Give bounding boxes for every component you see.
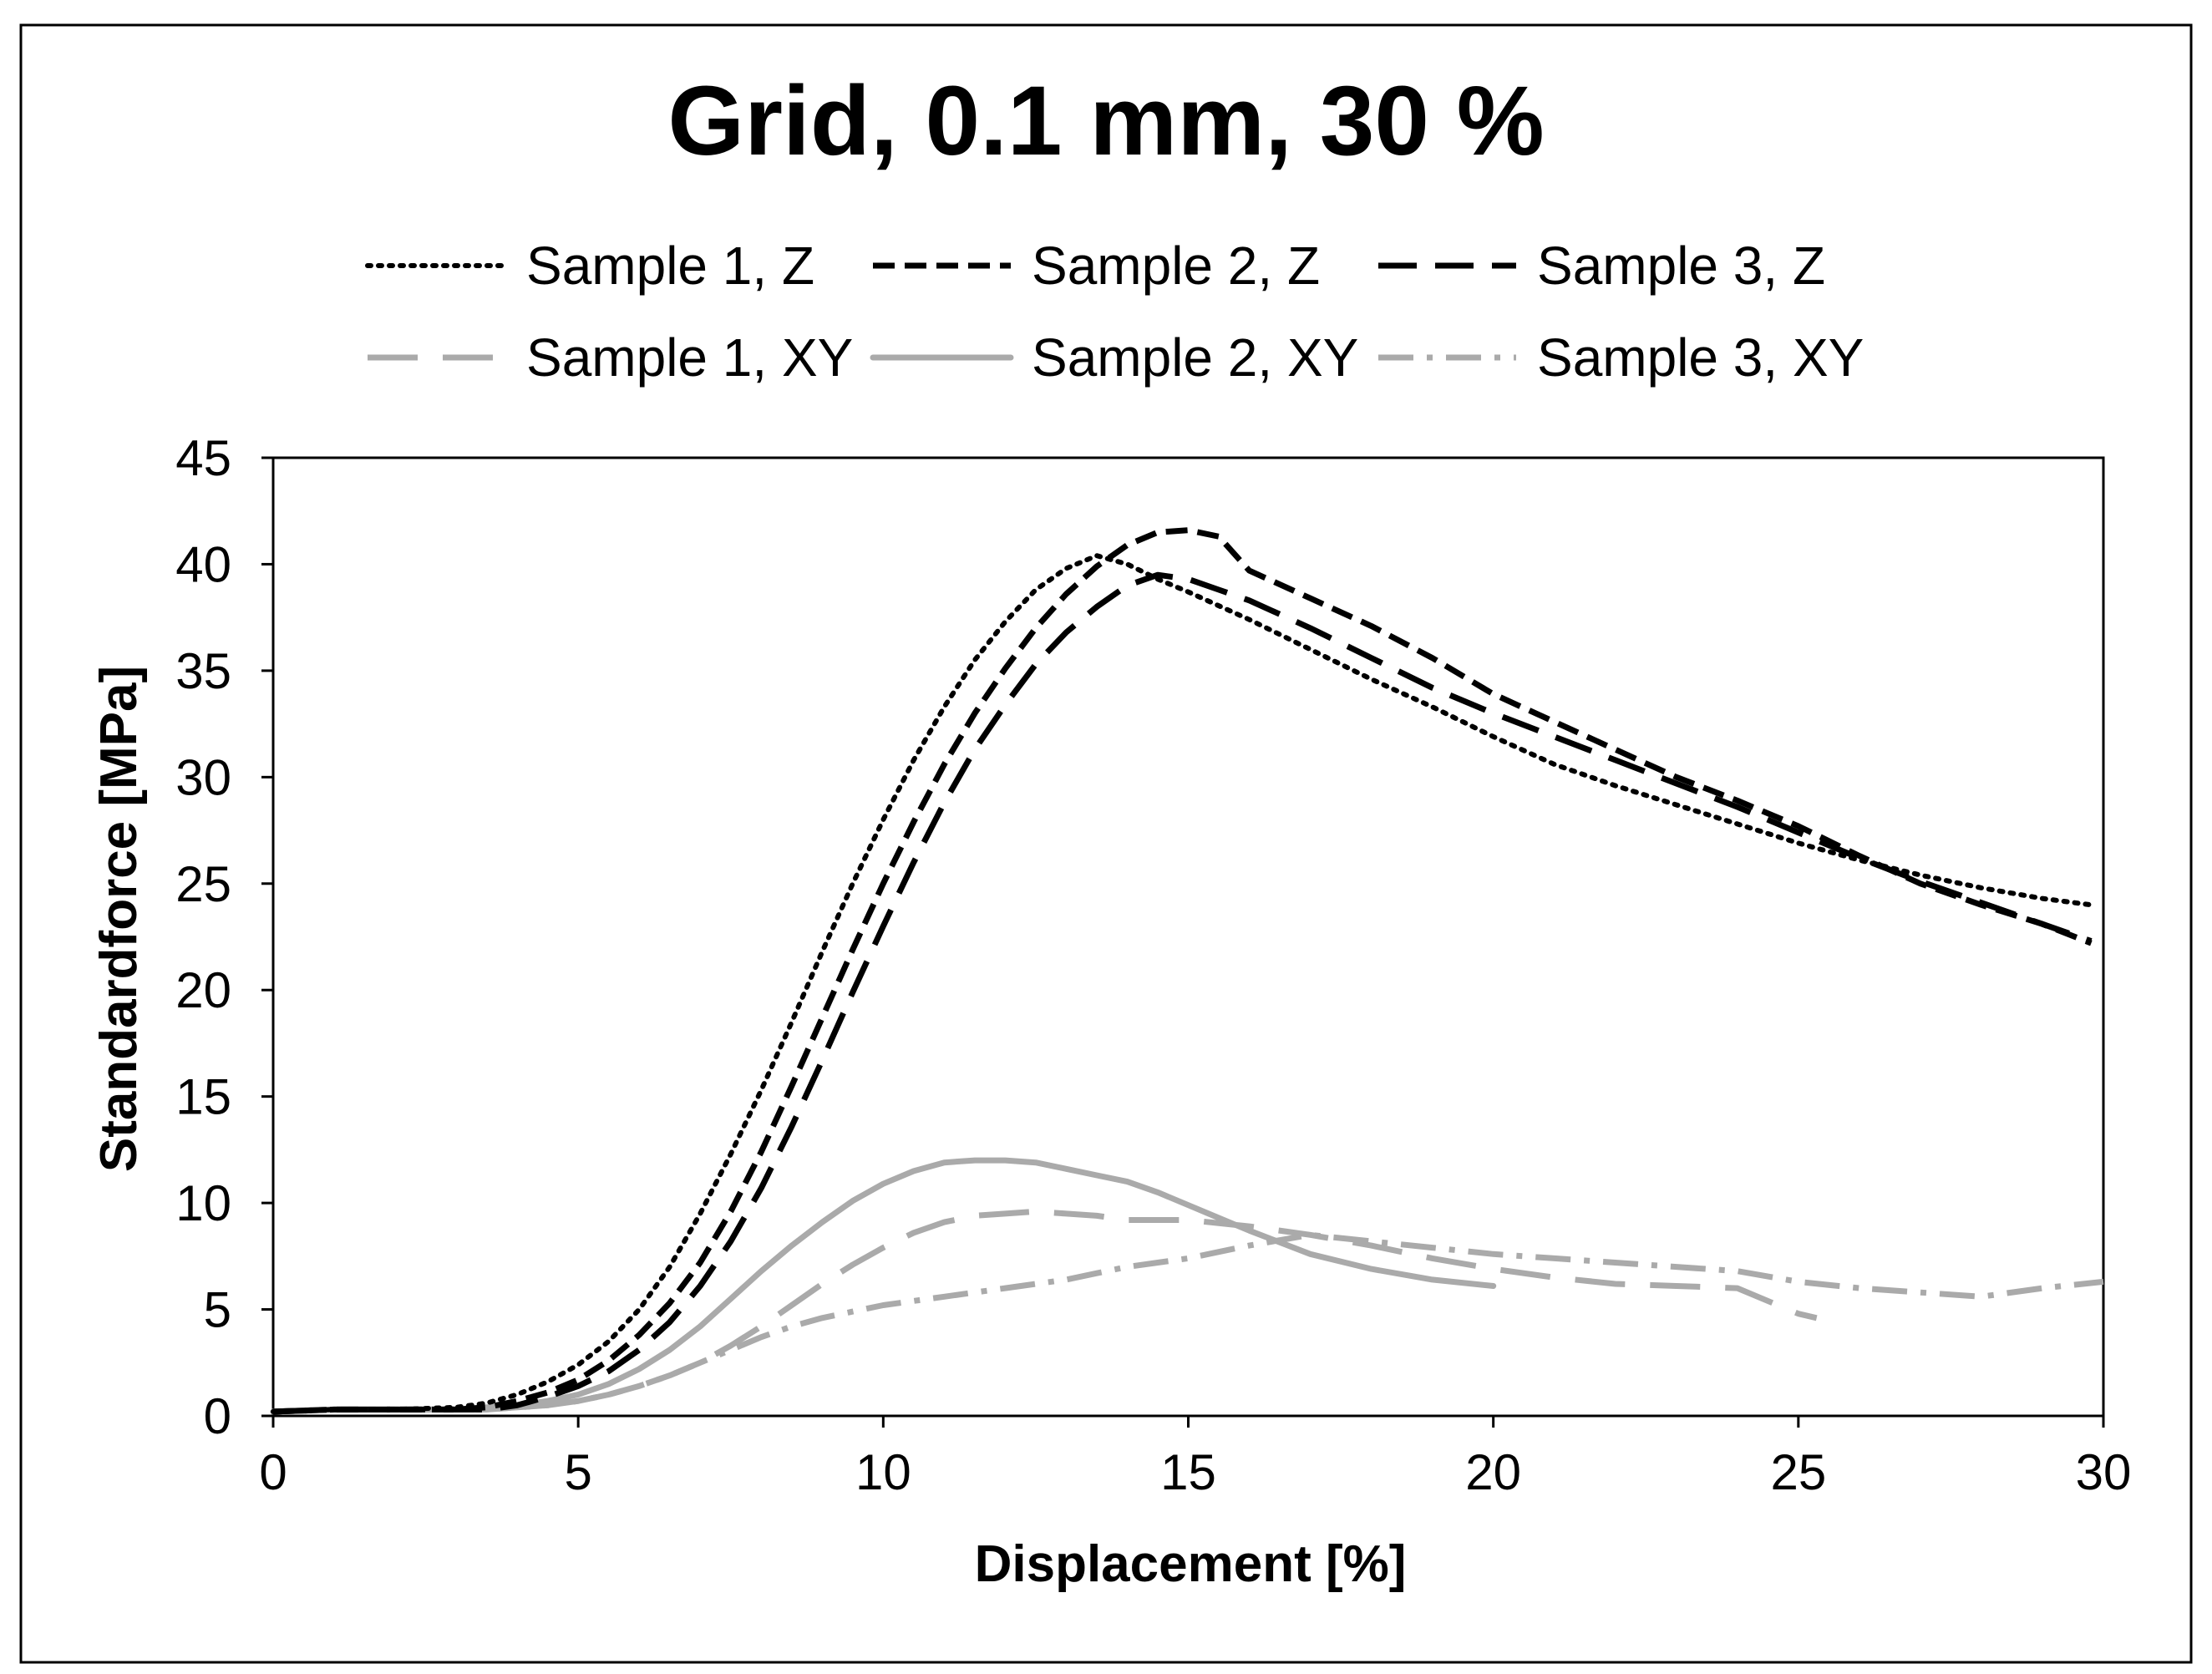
y-tick-label: 10 <box>175 1175 231 1231</box>
series-line-6 <box>272 1231 2104 1415</box>
legend-label-1: Sample 1, Z <box>526 236 814 296</box>
legend: Sample 1, Z Sample 2, Z Sample 3, Z Sample … <box>365 236 1864 388</box>
y-tick-label: 30 <box>175 749 231 805</box>
series-line-4 <box>272 1208 1818 1415</box>
y-tick-label: 5 <box>204 1282 231 1338</box>
legend-label-6: Sample 3, XY <box>1537 327 1864 388</box>
y-tick-label: 25 <box>175 856 231 912</box>
x-axis-label: Displacement [%] <box>975 1535 1407 1593</box>
y-tick-label: 0 <box>204 1388 231 1444</box>
legend-label-2: Sample 2, Z <box>1032 236 1320 296</box>
chart-title: Grid, 0.1 mm, 30 % <box>667 66 1544 176</box>
legend-label-3: Sample 3, Z <box>1537 236 1825 296</box>
x-axis-ticks: 0 5 10 15 20 25 30 <box>259 1416 2131 1500</box>
plot-area <box>270 456 2105 1418</box>
legend-label-5: Sample 2, XY <box>1032 327 1358 388</box>
series-line-1 <box>271 553 2094 1414</box>
x-tick-label: 5 <box>564 1444 591 1500</box>
x-tick-label: 20 <box>1465 1444 1521 1500</box>
x-tick-label: 25 <box>1770 1444 1826 1500</box>
y-tick-label: 20 <box>175 962 231 1018</box>
y-axis-ticks: 0 5 10 15 20 25 30 35 40 45 <box>175 430 273 1444</box>
y-tick-label: 35 <box>175 643 231 699</box>
y-tick-label: 45 <box>175 430 231 486</box>
series-line-3 <box>272 571 2093 1415</box>
x-tick-label: 0 <box>259 1444 287 1500</box>
legend-label-4: Sample 1, XY <box>526 327 853 388</box>
x-tick-label: 15 <box>1160 1444 1216 1500</box>
y-tick-label: 15 <box>175 1069 231 1125</box>
x-tick-label: 10 <box>855 1444 911 1500</box>
y-tick-label: 40 <box>175 536 231 592</box>
x-tick-label: 30 <box>2076 1444 2132 1500</box>
y-axis-label: Standardforce [MPa] <box>90 666 148 1172</box>
